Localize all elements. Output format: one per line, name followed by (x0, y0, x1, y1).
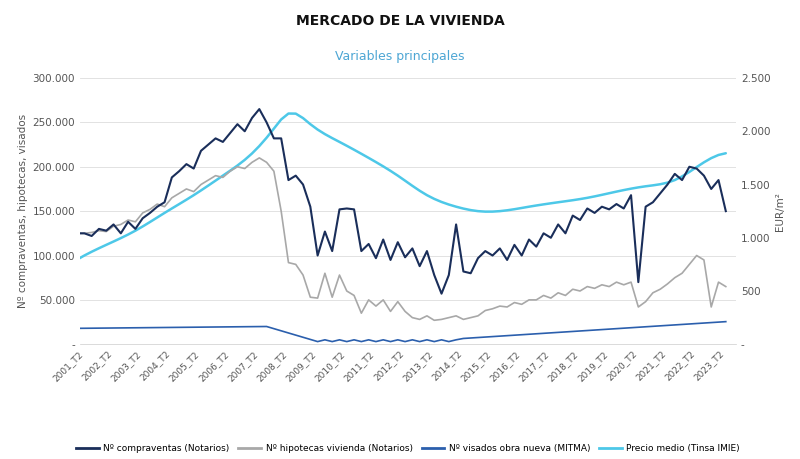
Legend: Nº compraventas (Notarios), Nº hipotecas vivienda (Notarios), Nº visados obra nu: Nº compraventas (Notarios), Nº hipotecas… (73, 441, 743, 457)
Y-axis label: EUR/m²: EUR/m² (774, 192, 785, 230)
Y-axis label: Nº compraventas, hipotecas, visados: Nº compraventas, hipotecas, visados (18, 114, 28, 308)
Text: Variables principales: Variables principales (335, 50, 465, 63)
Text: MERCADO DE LA VIVIENDA: MERCADO DE LA VIVIENDA (296, 14, 504, 28)
